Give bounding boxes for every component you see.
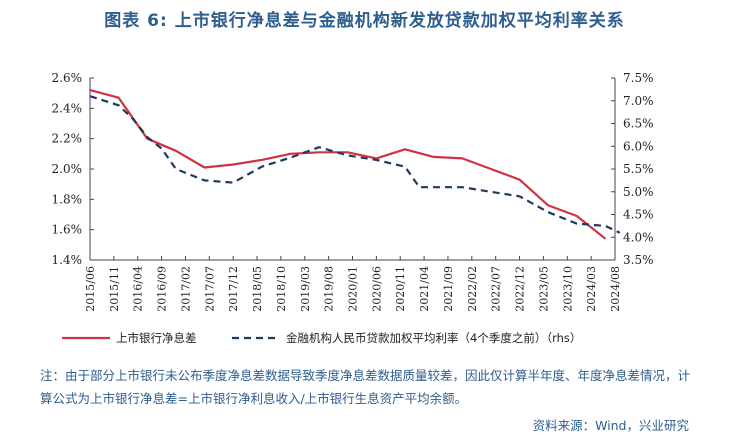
right-tick-label: 4.0% xyxy=(623,230,654,244)
right-tick-label: 5.5% xyxy=(623,162,654,176)
left-tick-label: 2.6% xyxy=(52,71,83,85)
x-tick-label: 2020/01 xyxy=(347,266,360,312)
left-y-axis: 1.4% 1.6% 1.8% 2.0% 2.2% 2.4% 2.6% xyxy=(52,71,94,267)
chart-title: 图表 6: 上市银行净息差与金融机构新发放贷款加权平均利率关系 xyxy=(104,11,625,31)
x-axis: 2015/06 2015/11 2016/04 2016/09 2017/02 2017/… xyxy=(84,256,622,312)
x-tick-label: 2020/06 xyxy=(370,266,383,312)
left-tick-label: 1.6% xyxy=(52,223,83,237)
right-tick-label: 3.5% xyxy=(623,253,654,267)
left-tick-label: 2.4% xyxy=(52,101,83,115)
right-tick-label: 6.5% xyxy=(623,117,654,131)
x-tick-label: 2015/06 xyxy=(84,266,97,312)
right-tick-label: 5.0% xyxy=(623,185,654,199)
x-tick-label: 2020/11 xyxy=(394,266,407,312)
x-tick-label: 2024/03 xyxy=(585,266,598,312)
source-text: 资料来源：Wind，兴业研究 xyxy=(532,418,689,433)
x-tick-label: 2021/09 xyxy=(442,266,455,312)
x-tick-label: 2016/04 xyxy=(132,266,145,312)
right-tick-label: 7.5% xyxy=(623,71,654,85)
x-tick-label: 2017/07 xyxy=(203,266,216,312)
right-y-axis: 3.5% 4.0% 4.5% 5.0% 5.5% 6.0% 6.5% 7.0% 7.5% xyxy=(611,71,654,267)
legend: 上市银行净息差 金融机构人民币贷款加权平均利率（4个季度之前）（rhs） xyxy=(62,331,581,345)
x-tick-label: 2023/05 xyxy=(537,266,550,312)
x-tick-label: 2016/09 xyxy=(156,266,169,312)
series-line-nim xyxy=(89,89,607,240)
right-tick-label: 4.5% xyxy=(623,208,654,222)
left-tick-label: 1.8% xyxy=(52,192,83,206)
x-tick-label: 2022/02 xyxy=(466,266,479,312)
plot-series xyxy=(89,89,621,240)
x-tick-label: 2023/10 xyxy=(561,266,574,312)
x-tick-label: 2017/02 xyxy=(179,266,192,312)
x-tick-label: 2021/04 xyxy=(418,266,431,312)
chart-note: 注：由于部分上市银行未公布季度净息差数据导致季度净息差数据质量较差，因此仅计算半… xyxy=(40,368,691,406)
x-tick-label: 2017/12 xyxy=(227,266,240,312)
left-tick-label: 2.0% xyxy=(52,162,83,176)
right-tick-label: 6.0% xyxy=(623,139,654,153)
series-line-loan-rate xyxy=(89,95,621,234)
left-tick-label: 2.2% xyxy=(52,132,83,146)
left-tick-label: 1.4% xyxy=(52,253,83,267)
x-tick-label: 2018/05 xyxy=(251,266,264,312)
x-tick-label: 2019/08 xyxy=(323,266,336,312)
x-tick-label: 2019/03 xyxy=(299,266,312,312)
legend-label-nim: 上市银行净息差 xyxy=(116,331,197,345)
legend-label-loan-rate: 金融机构人民币贷款加权平均利率（4个季度之前）（rhs） xyxy=(286,331,581,345)
x-tick-label: 2022/12 xyxy=(514,266,527,312)
x-tick-label: 2024/08 xyxy=(609,266,622,312)
x-tick-label: 2022/07 xyxy=(490,266,503,312)
x-tick-label: 2015/11 xyxy=(108,266,121,312)
right-tick-label: 7.0% xyxy=(623,94,654,108)
x-tick-label: 2018/10 xyxy=(275,266,288,312)
